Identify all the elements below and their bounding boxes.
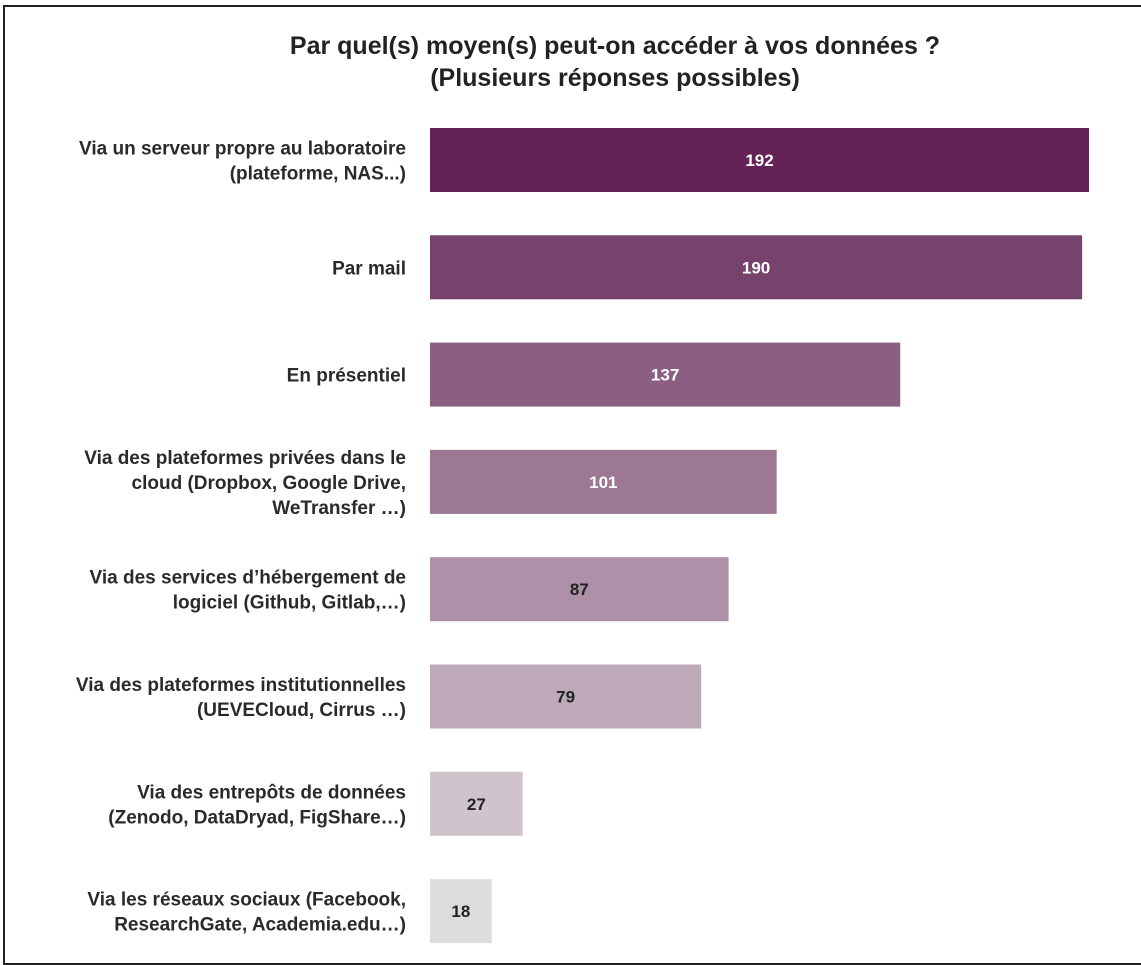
category-label-line: cloud (Dropbox, Google Drive, [132,473,406,494]
category-label-line: (Zenodo, DataDryad, FigShare…) [108,807,406,828]
category-label-2: Par mail [332,258,406,279]
bar-value-label-2: 190 [742,258,770,277]
category-label-line: Via des services d’hébergement de [90,568,406,589]
bar-value-label-5: 87 [570,580,589,599]
category-label-line: Via les réseaux sociaux (Facebook, [87,890,406,911]
category-label-4: Via des plateformes privées dans le cloud… [84,448,406,519]
bar-2 [430,235,1083,300]
bar-1 [430,128,1089,192]
category-label-3: En présentiel [287,366,406,387]
bar-8 [430,879,492,944]
bar-value-label-3: 137 [651,366,679,385]
category-label-line: Via des plateformes institutionnelles [76,675,406,696]
category-label-line: WeTransfer …) [272,498,406,519]
chart-title-block: Par quel(s) moyen(s) peut-on accéder à v… [0,30,1141,94]
category-label-7: Via des entrepôts de données (Zenodo, Dat… [108,782,406,828]
category-label-1: Via un serveur propre au laboratoire (pla… [79,139,406,185]
chart-title: Par quel(s) moyen(s) peut-on accéder à v… [289,32,941,60]
category-label-line: (plateforme, NAS...) [230,164,406,185]
bar-6 [430,664,702,729]
category-label-6: Via des plateformes institutionnelles (UE… [76,675,406,721]
bar-value-label-4: 101 [589,473,617,492]
bar-value-label-7: 27 [467,795,486,814]
category-label-8: Via les réseaux sociaux (Facebook, Resear… [87,890,406,936]
category-label-line: ResearchGate, Academia.edu…) [114,915,406,936]
category-label-line: Par mail [332,258,406,279]
category-label-5: Via des services d’hébergement de logicie… [90,568,406,614]
bar-5 [430,557,729,622]
bar-3 [430,342,901,407]
bar-value-label-1: 192 [745,151,773,170]
category-label-line: (UEVECloud, Cirrus …) [197,700,406,721]
category-label-line: Via des entrepôts de données [137,782,406,803]
category-label-line: Via des plateformes privées dans le [84,448,406,469]
bar-value-label-8: 18 [451,902,470,921]
bar-value-label-6: 79 [556,688,575,707]
bar-4 [430,449,777,514]
category-label-line: En présentiel [287,366,406,387]
category-label-line: logiciel (Github, Gitlab,…) [173,593,406,614]
category-label-line: Via un serveur propre au laboratoire [79,139,406,160]
chart-subtitle: (Plusieurs réponses possibles) [430,64,800,92]
bar-7 [430,771,523,836]
